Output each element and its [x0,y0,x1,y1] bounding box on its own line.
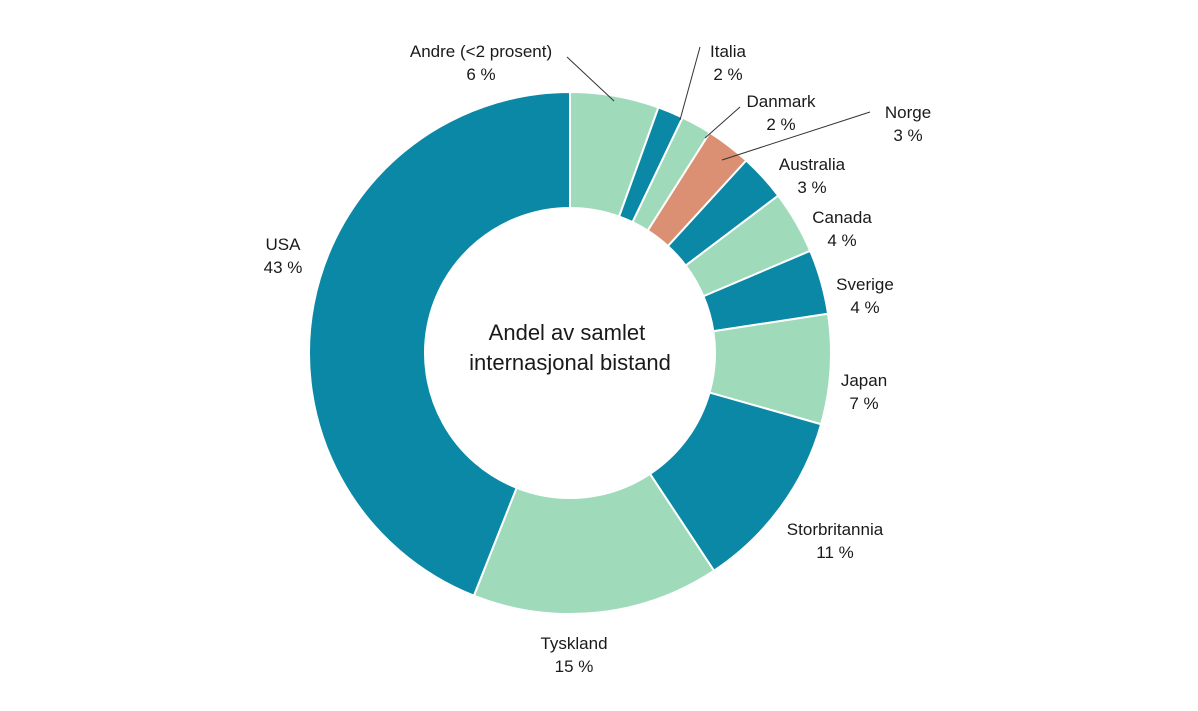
slices-group [308,90,832,615]
slice-tyskland [472,472,716,615]
slice-value-usa: 43 % [264,258,303,277]
slice-label-tyskland: Tyskland 15 % [540,634,607,676]
slice-label-andre-2-prosent: Andre (<2 prosent) 6 % [410,42,552,84]
slice-value-norge: 3 % [893,126,922,145]
leader-line-danmark [704,106,741,139]
leader-line-andre-2-prosent [566,56,615,102]
slice-value-storbritannia: 11 % [816,543,854,562]
slice-name-italia: Italia [710,42,746,61]
slice-value-tyskland: 15 % [555,657,594,676]
slice-name-storbritannia: Storbritannia [787,520,884,539]
slice-label-italia: Italia 2 % [710,42,746,84]
slice-label-canada: Canada 4 % [812,208,872,250]
slice-label-usa: USA 43 % [264,235,303,277]
slice-name-tyskland: Tyskland [540,634,607,653]
center-title-line-2: internasjonal bistand [469,350,671,375]
slice-label-norge: Norge 3 % [885,103,931,145]
slice-name-usa: USA [266,235,302,254]
slice-label-sverige: Sverige 4 % [836,275,894,317]
slice-usa [308,90,571,597]
slice-label-storbritannia: Storbritannia 11 % [787,520,884,562]
slice-value-danmark: 2 % [766,115,795,134]
leader-line-italia [679,46,701,121]
slice-label-japan: Japan 7 % [841,371,887,413]
slice-value-japan: 7 % [849,394,878,413]
leader-line-norge [721,111,871,161]
slice-labels-group: Andre (<2 prosent) 6 % Italia 2 % Danmark 2 %… [264,42,932,676]
slice-value-canada: 4 % [827,231,856,250]
slice-name-japan: Japan [841,371,887,390]
slice-name-canada: Canada [812,208,872,227]
slice-name-sverige: Sverige [836,275,894,294]
slice-name-andre-2-prosent: Andre (<2 prosent) [410,42,552,61]
slice-value-australia: 3 % [797,178,826,197]
slice-name-norge: Norge [885,103,931,122]
slice-value-sverige: 4 % [850,298,879,317]
slice-label-danmark: Danmark 2 % [747,92,816,134]
center-title: Andel av samlet internasjonal bistand [469,320,671,375]
slice-label-australia: Australia 3 % [779,155,846,197]
slice-name-danmark: Danmark [747,92,816,111]
slice-name-australia: Australia [779,155,846,174]
slice-value-italia: 2 % [713,65,742,84]
slice-value-andre-2-prosent: 6 % [466,65,495,84]
leader-lines-group [566,46,871,161]
center-title-line-1: Andel av samlet [489,320,646,345]
